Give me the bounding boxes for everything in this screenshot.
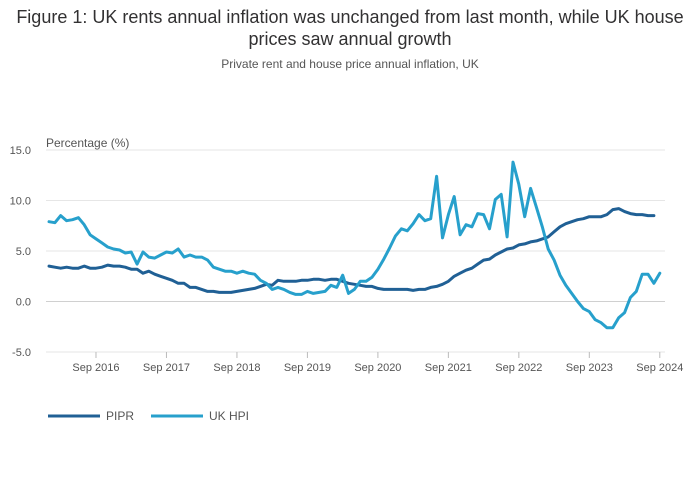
legend-label-uk-hpi: UK HPI: [209, 409, 249, 423]
legend: PIPR UK HPI: [48, 409, 249, 423]
x-tick-label: Sep 2019: [284, 362, 331, 374]
gridlines: [46, 149, 665, 353]
y-tick-label: 10.0: [10, 196, 31, 208]
series-line-uk-hpi: [47, 160, 662, 330]
chart-subtitle: Private rent and house price annual infl…: [221, 57, 479, 71]
x-tick-label: Sep 2018: [213, 362, 260, 374]
x-axis-ticks: Sep 2016 Sep 2017 Sep 2018 Sep 2019 Sep 2020…: [72, 352, 683, 374]
y-tick-label: 0.0: [16, 297, 31, 309]
y-tick-label: 5.0: [16, 246, 31, 258]
x-tick-label: Sep 2021: [425, 362, 472, 374]
x-tick-label: Sep 2016: [72, 362, 119, 374]
x-tick-label: Sep 2017: [143, 362, 190, 374]
y-axis-label: Percentage (%): [46, 136, 129, 150]
legend-label-pipr: PIPR: [106, 409, 134, 423]
chart-title: Figure 1: UK rents annual inflation was …: [16, 7, 684, 49]
series-lines: [47, 160, 662, 330]
y-axis-ticks: -5.0 0.0 5.0 10.0 15.0: [10, 145, 31, 359]
x-tick-label: Sep 2024: [636, 362, 683, 374]
y-tick-label: -5.0: [12, 347, 31, 359]
series-line-pipr: [47, 207, 656, 294]
x-tick-label: Sep 2023: [566, 362, 613, 374]
x-tick-label: Sep 2022: [495, 362, 542, 374]
y-tick-label: 15.0: [10, 145, 31, 157]
x-tick-label: Sep 2020: [354, 362, 401, 374]
